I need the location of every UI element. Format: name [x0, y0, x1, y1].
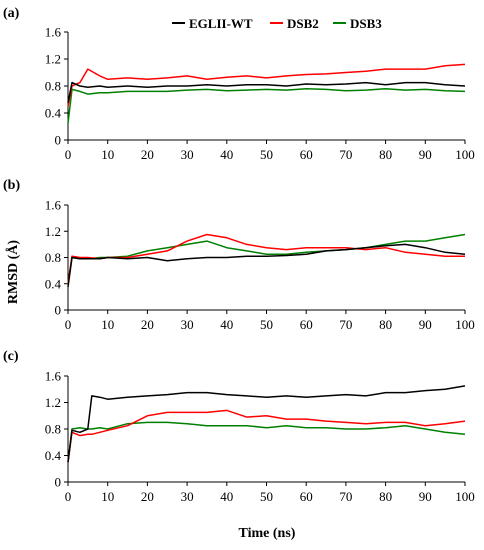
x-tick-label: 100 — [455, 317, 475, 332]
y-tick-label: 0.4 — [45, 448, 62, 463]
series-line-eglii-wt — [67, 81, 466, 104]
panel-b: (b) 0 0.4 0.8 1.2 1.6 0 10 20 30 40 50 60 70 80 90 100 — [3, 178, 475, 332]
x-tick-label: 100 — [455, 489, 475, 504]
x-tick-label: 10 — [101, 317, 114, 332]
x-tick-label: 70 — [339, 489, 352, 504]
x-tick-label: 0 — [65, 317, 72, 332]
x-tick-label: 50 — [260, 147, 273, 162]
x-tick-label: 40 — [220, 317, 233, 332]
x-tick-label: 20 — [141, 317, 154, 332]
y-tick-label: 0 — [55, 475, 62, 490]
x-tick-label: 60 — [300, 147, 313, 162]
legend-label-dsb3: DSB3 — [350, 16, 382, 31]
x-tick-label: 90 — [419, 147, 432, 162]
x-tick-label: 100 — [455, 147, 475, 162]
series-line-dsb3 — [67, 87, 466, 124]
y-tick-label: 1.2 — [45, 52, 61, 67]
series-line-dsb2 — [67, 409, 466, 463]
x-tick-label: 80 — [379, 317, 392, 332]
y-tick-label: 1.2 — [45, 224, 61, 239]
x-tick-label: 50 — [260, 317, 273, 332]
x-tick-label: 90 — [419, 489, 432, 504]
x-axis-label: Time (ns) — [239, 526, 296, 541]
y-tick-label: 1.2 — [45, 395, 61, 410]
y-tick-label: 0.8 — [45, 250, 61, 265]
x-tick-label: 20 — [141, 489, 154, 504]
legend: EGLII-WT DSB2 DSB3 — [172, 16, 382, 31]
y-tick-label: 1.6 — [45, 369, 62, 384]
y-tick-label: 0.4 — [45, 276, 62, 291]
y-tick-label: 0 — [55, 133, 62, 148]
panel-b-label: (b) — [3, 178, 20, 193]
x-tick-label: 0 — [65, 147, 72, 162]
x-tick-label: 90 — [419, 317, 432, 332]
x-tick-label: 20 — [141, 147, 154, 162]
panel-a: (a) 0 0.4 0.8 1.2 1.6 0 10 20 30 40 50 60 70 80 90 100 — [3, 6, 475, 162]
x-tick-label: 10 — [101, 489, 114, 504]
y-tick-label: 0.4 — [45, 106, 62, 121]
legend-label-egl: EGLII-WT — [189, 16, 253, 31]
x-tick-label: 40 — [220, 147, 233, 162]
panel-c-label: (c) — [3, 349, 19, 364]
y-tick-label: 1.6 — [45, 198, 62, 213]
x-tick-label: 0 — [65, 489, 72, 504]
series-line-eglii-wt — [67, 385, 466, 463]
y-tick-label: 0 — [55, 303, 62, 318]
series-line-dsb3 — [67, 421, 466, 463]
x-tick-label: 60 — [300, 317, 313, 332]
x-tick-label: 80 — [379, 147, 392, 162]
y-axis-label: RMSD (Å) — [5, 240, 21, 304]
x-tick-label: 30 — [181, 489, 194, 504]
x-tick-label: 70 — [339, 317, 352, 332]
series-line-eglii-wt — [67, 243, 466, 288]
panel-a-label: (a) — [3, 6, 20, 21]
series-line-dsb3 — [67, 233, 466, 284]
y-tick-label: 0.8 — [45, 422, 61, 437]
x-tick-label: 70 — [339, 147, 352, 162]
y-tick-label: 0.8 — [45, 79, 61, 94]
x-tick-label: 10 — [101, 147, 114, 162]
y-tick-label: 1.6 — [45, 25, 62, 40]
x-tick-label: 60 — [300, 489, 313, 504]
x-tick-label: 80 — [379, 489, 392, 504]
panel-c: (c) 0 0.4 0.8 1.2 1.6 0 10 20 30 40 50 60 70 80 90 100 — [3, 349, 475, 504]
x-tick-label: 50 — [260, 489, 273, 504]
series-line-dsb2 — [67, 63, 466, 107]
legend-label-dsb2: DSB2 — [287, 16, 319, 31]
x-tick-label: 40 — [220, 489, 233, 504]
x-tick-label: 30 — [181, 317, 194, 332]
x-tick-label: 30 — [181, 147, 194, 162]
